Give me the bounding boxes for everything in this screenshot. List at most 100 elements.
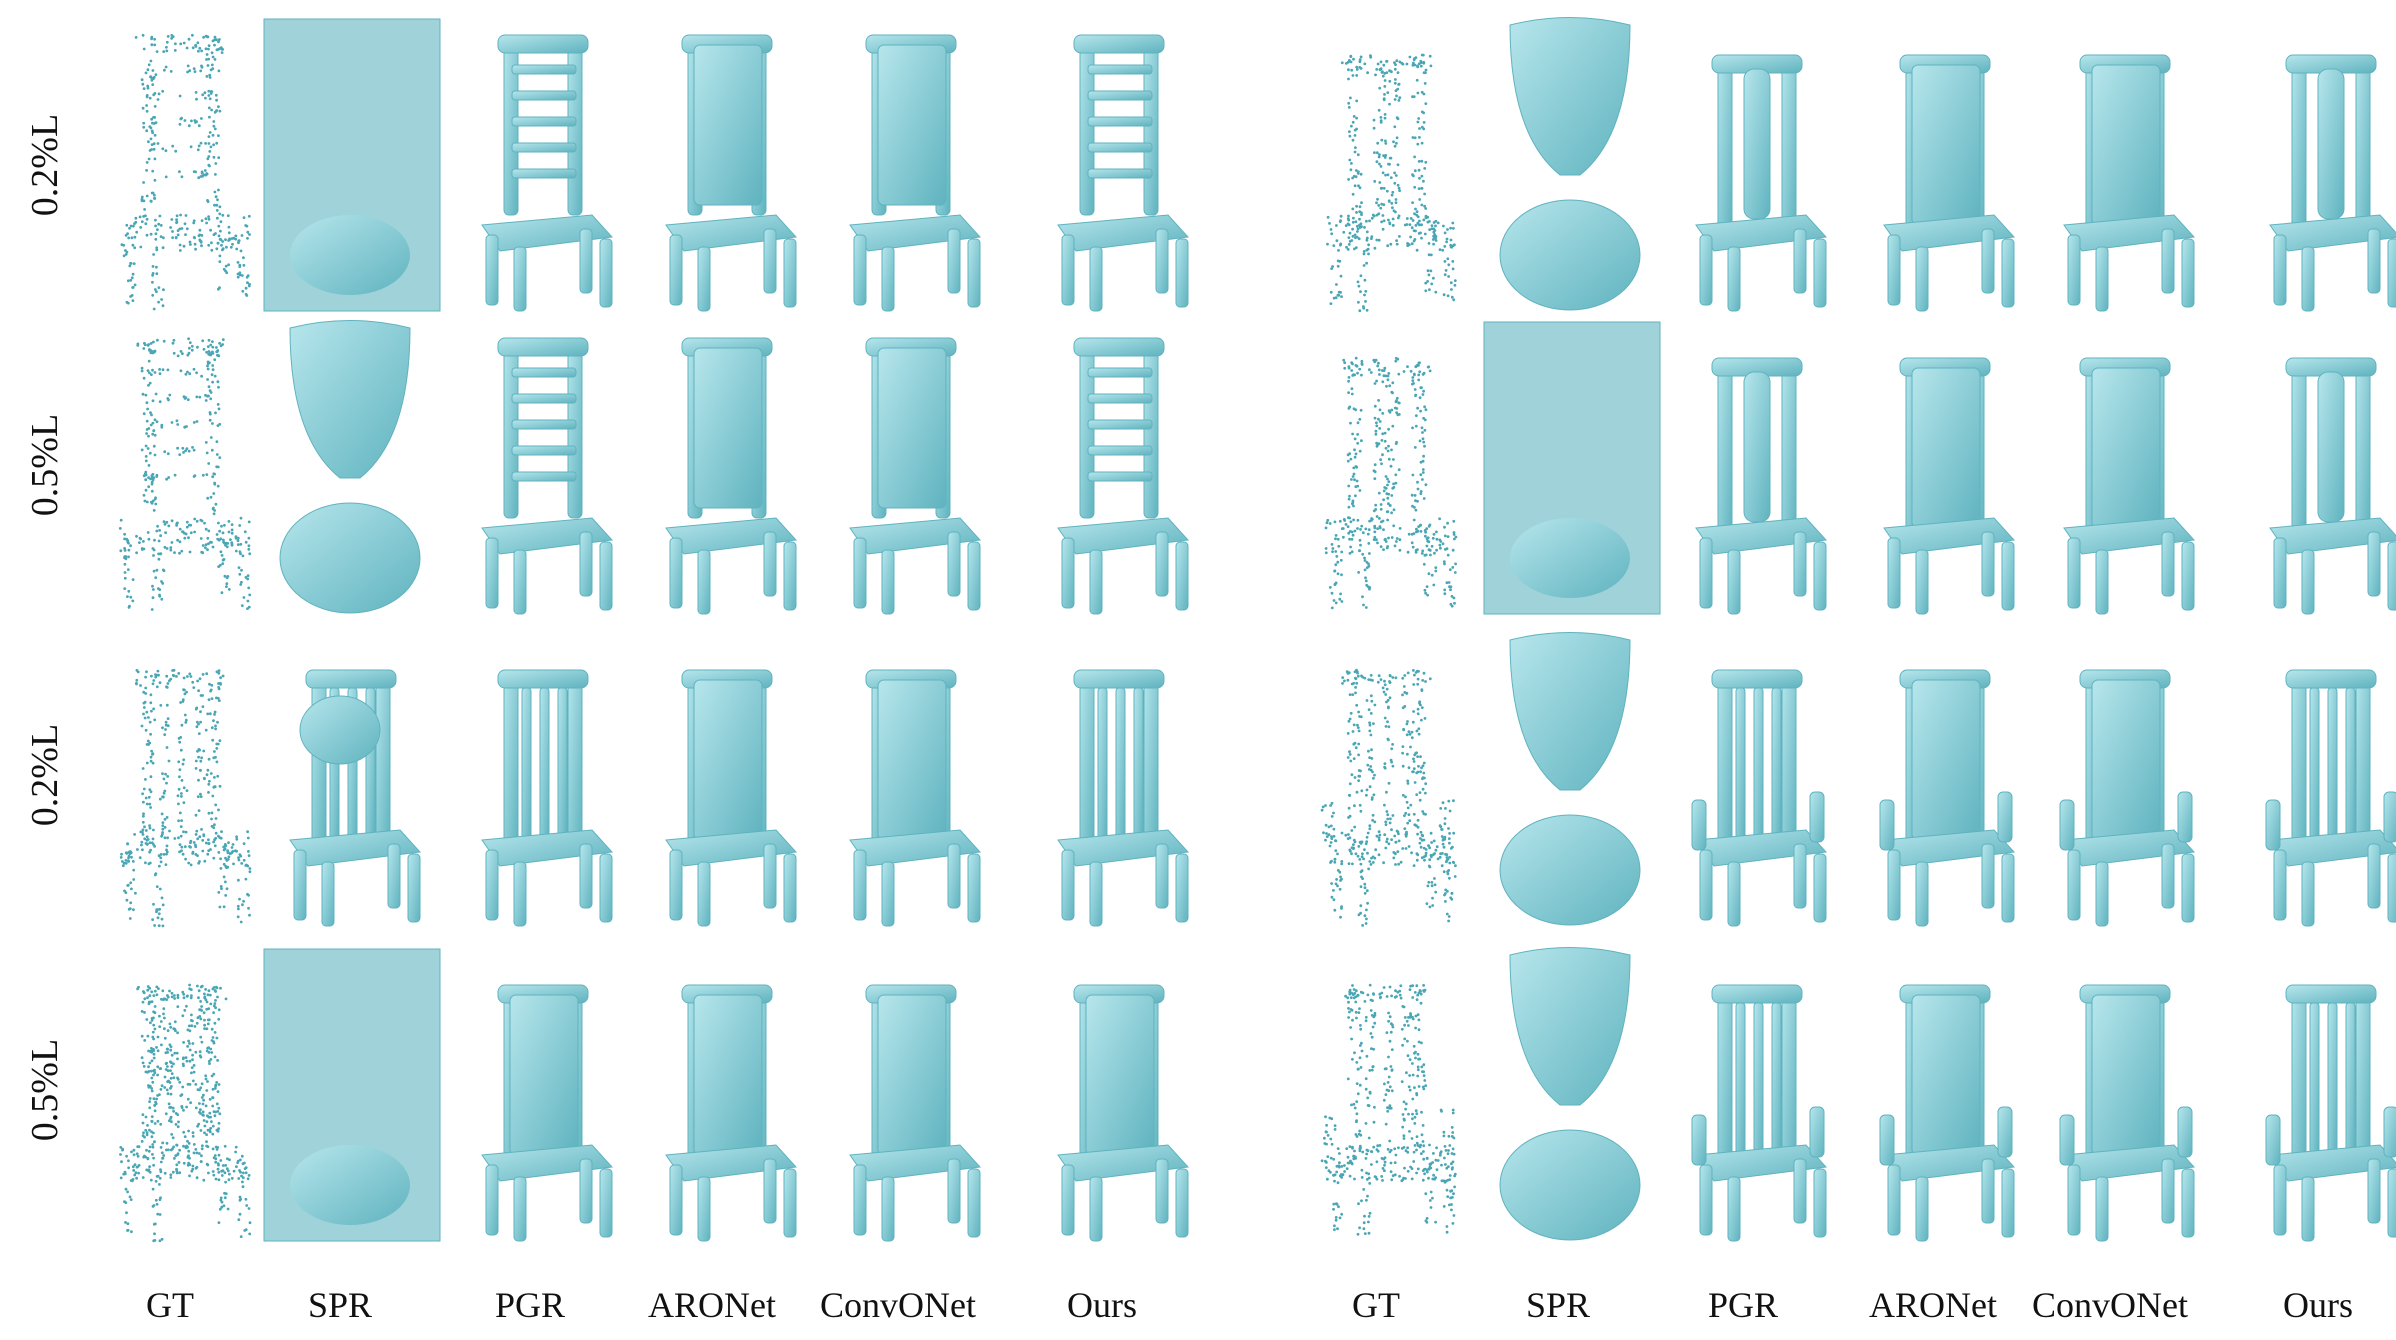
- column-label-aronet-right: ARONet: [1869, 1285, 1997, 1325]
- chair-pgr-row2-left: [452, 318, 632, 618]
- spr-blob-mesh: [1483, 321, 1661, 615]
- chair-convonet-row2-left: [820, 318, 1000, 618]
- row-label-3: 0.2%L: [24, 723, 66, 827]
- chair-mesh: [2265, 984, 2396, 1242]
- chair-spr-row2-left: [260, 318, 440, 618]
- chair-pgr-row3-right: [1666, 630, 1846, 930]
- chair-mesh: [2265, 669, 2396, 927]
- chair-aronet-row4-left: [636, 945, 816, 1245]
- chair-mesh: [1883, 357, 2016, 615]
- chair-gt-row4-left: [90, 945, 270, 1245]
- row-label-4: 0.5%L: [24, 1038, 66, 1142]
- point-cloud-chair: [119, 668, 252, 928]
- column-label-aronet-left: ARONet: [648, 1285, 776, 1325]
- chair-mesh: [849, 337, 982, 615]
- chair-ours-row4-left: [1028, 945, 1208, 1245]
- chair-pgr-row1-right: [1666, 15, 1846, 315]
- chair-mesh: [2063, 54, 2196, 312]
- chair-mesh: [2269, 54, 2396, 312]
- chair-aronet-row4-right: [1854, 945, 2034, 1245]
- chair-mesh: [1879, 669, 2016, 927]
- chair-spr-row1-left: [260, 15, 441, 315]
- point-cloud-chair: [118, 337, 252, 611]
- chair-ours-row2-right: [2240, 318, 2396, 618]
- column-label-ours-right: Ours: [2283, 1285, 2353, 1325]
- chair-mesh: [481, 337, 614, 615]
- chair-mesh: [1691, 669, 1828, 927]
- chair-mesh: [1057, 337, 1190, 615]
- column-label-pgr-right: PGR: [1707, 1285, 1779, 1325]
- chair-convonet-row1-left: [820, 15, 1000, 315]
- chair-mesh: [1695, 357, 1828, 615]
- row-label-1: 0.2%L: [24, 113, 66, 217]
- chair-gt-row3-right: [1296, 630, 1476, 930]
- spr-blob-mesh: [1499, 947, 1641, 1241]
- chair-mesh: [2063, 357, 2196, 615]
- chair-aronet-row1-right: [1854, 15, 2034, 315]
- point-cloud-chair: [119, 983, 252, 1243]
- chair-pgr-row4-left: [452, 945, 632, 1245]
- chair-aronet-row3-left: [636, 630, 816, 930]
- chair-mesh: [849, 984, 982, 1242]
- chair-pgr-row2-right: [1666, 318, 1846, 618]
- column-label-gt-right: GT: [1352, 1285, 1400, 1325]
- chair-aronet-row2-left: [636, 318, 816, 618]
- row-label-2: 0.5%L: [24, 413, 66, 517]
- point-cloud-chair: [1320, 983, 1457, 1236]
- chair-mesh: [849, 669, 982, 927]
- chair-ours-row3-left: [1028, 630, 1208, 930]
- chair-mesh: [2059, 984, 2196, 1242]
- point-cloud-chair: [1324, 356, 1458, 610]
- chair-mesh: [481, 984, 614, 1242]
- chair-gt-row1-left: [90, 15, 270, 315]
- chair-spr-row2-right: [1480, 318, 1661, 618]
- column-label-convonet-right: ConvONet: [2032, 1285, 2188, 1325]
- chair-gt-row3-left: [90, 630, 270, 930]
- point-cloud-chair: [1326, 53, 1457, 313]
- chair-mesh: [1691, 984, 1828, 1242]
- chair-gt-row2-right: [1296, 318, 1476, 618]
- chair-convonet-row3-right: [2034, 630, 2214, 930]
- point-cloud-chair: [1320, 668, 1457, 927]
- chair-spr-row1-right: [1480, 15, 1660, 315]
- column-label-spr-right: SPR: [1525, 1285, 1591, 1325]
- column-label-ours-left: Ours: [1067, 1285, 1137, 1325]
- column-label-spr-left: SPR: [307, 1285, 373, 1325]
- chair-ours-row1-right: [2240, 15, 2396, 315]
- chair-mesh: [1057, 984, 1190, 1242]
- spr-blob-mesh: [263, 948, 441, 1242]
- spr-blob-mesh: [1499, 17, 1641, 311]
- chair-mesh: [481, 669, 614, 927]
- chair-gt-row2-left: [90, 318, 270, 618]
- column-label-convonet-left: ConvONet: [820, 1285, 976, 1325]
- spr-blob-mesh: [263, 18, 441, 312]
- chair-aronet-row3-right: [1854, 630, 2034, 930]
- chair-ours-row1-left: [1028, 15, 1208, 315]
- chair-mesh: [1879, 984, 2016, 1242]
- point-cloud-chair: [120, 33, 251, 311]
- chair-convonet-row2-right: [2034, 318, 2214, 618]
- chair-pgr-row3-left: [452, 630, 632, 930]
- chair-ours-row3-right: [2240, 630, 2396, 930]
- chair-mesh: [665, 984, 798, 1242]
- chair-mesh: [1695, 54, 1828, 312]
- spr-blob-mesh: [1499, 632, 1641, 926]
- chair-convonet-row4-left: [820, 945, 1000, 1245]
- chair-mesh: [1057, 34, 1190, 312]
- chair-spr-row3-left: [260, 630, 440, 930]
- chair-ours-row2-left: [1028, 318, 1208, 618]
- spr-blob-mesh: [289, 669, 422, 927]
- chair-spr-row4-left: [260, 945, 441, 1245]
- chair-mesh: [1883, 54, 2016, 312]
- chair-ours-row4-right: [2240, 945, 2396, 1245]
- chair-pgr-row4-right: [1666, 945, 1846, 1245]
- chair-convonet-row4-right: [2034, 945, 2214, 1245]
- chair-mesh: [481, 34, 614, 312]
- chair-pgr-row1-left: [452, 15, 632, 315]
- chair-mesh: [2059, 669, 2196, 927]
- chair-spr-row4-right: [1480, 945, 1660, 1245]
- chair-mesh: [2269, 357, 2396, 615]
- chair-gt-row1-right: [1296, 15, 1476, 315]
- chair-spr-row3-right: [1480, 630, 1660, 930]
